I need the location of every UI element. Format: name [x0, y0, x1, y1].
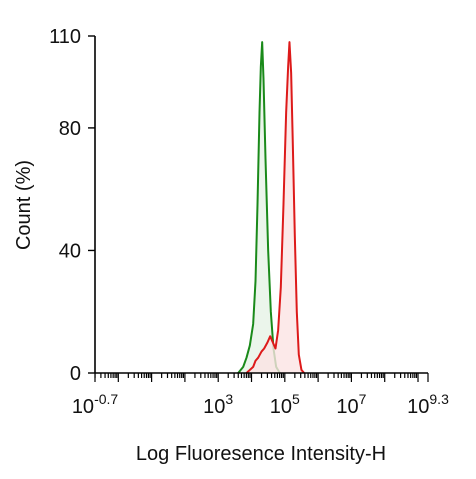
x-tick-label: 109.3 [407, 391, 449, 418]
x-tick-label: 107 [336, 391, 366, 418]
y-axis-label: Count (%) [13, 160, 35, 250]
series-2-line [245, 41, 305, 374]
y-tick-label: 80 [59, 118, 81, 140]
y-tick-label: 40 [59, 240, 81, 262]
x-tick-label: 105 [270, 391, 300, 418]
y-ticks: 0 40 80 110 [49, 26, 95, 385]
series-2-area [246, 42, 305, 373]
y-tick-label: 0 [70, 363, 81, 385]
plot-area [237, 41, 305, 374]
y-tick-label: 110 [49, 26, 81, 48]
x-tick-label: 10-0.7 [72, 391, 119, 418]
x-tick-label: 103 [203, 391, 233, 418]
series-1-area [238, 42, 280, 373]
x-axis-label: Log Fluoresence Intensity-H [136, 443, 386, 465]
x-ticks: 10-0.7 103 105 107 109.3 [72, 373, 449, 418]
series-1-line [237, 41, 281, 374]
